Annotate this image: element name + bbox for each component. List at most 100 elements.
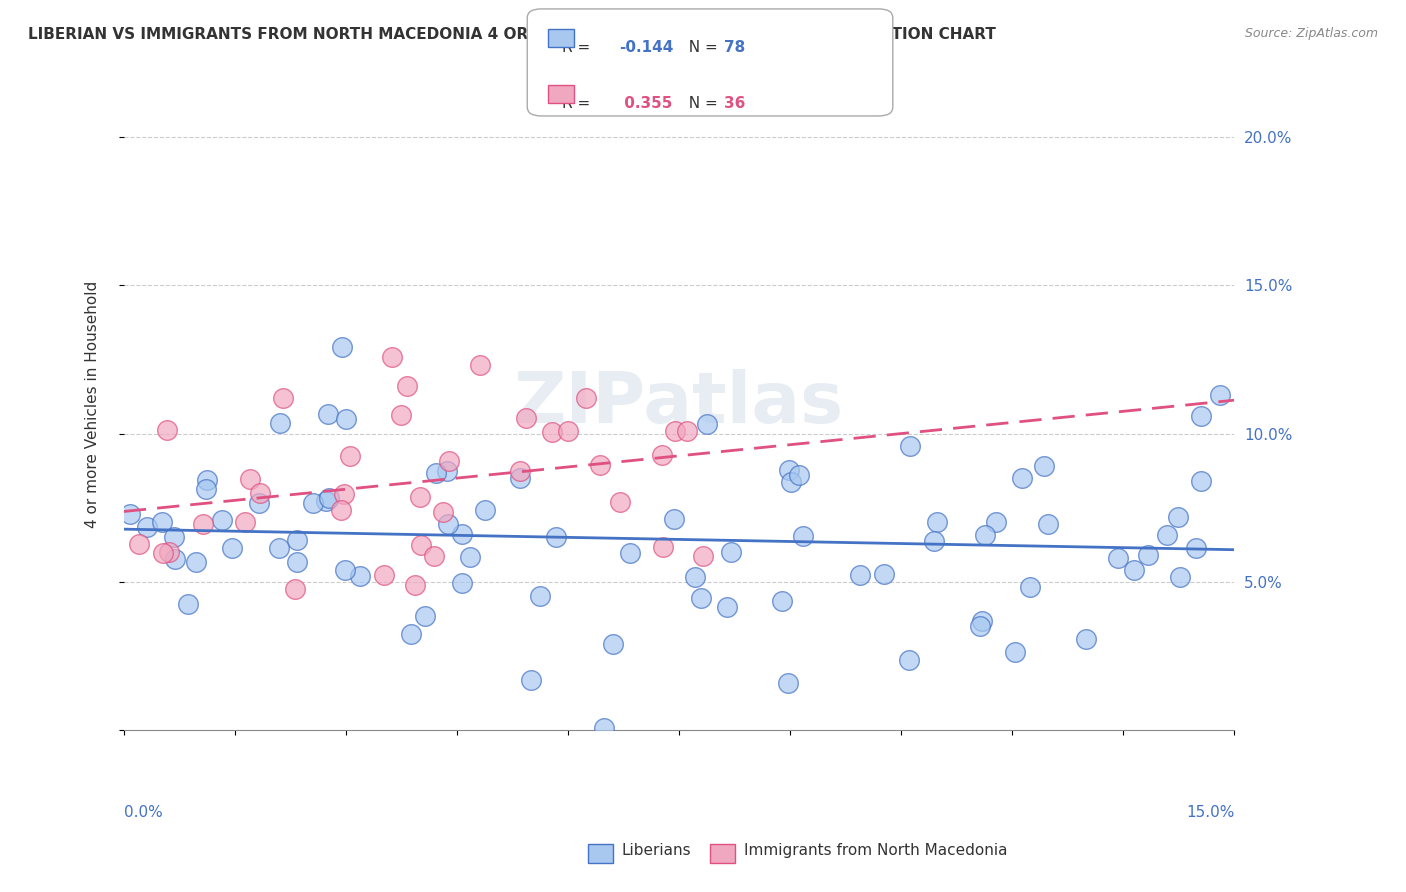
Point bbox=[195, 482, 218, 496]
Point bbox=[221, 541, 243, 556]
Point bbox=[302, 496, 325, 510]
Point bbox=[984, 516, 1007, 530]
Point bbox=[285, 555, 308, 569]
Point bbox=[285, 533, 308, 547]
Point bbox=[557, 425, 579, 439]
Point bbox=[177, 597, 200, 611]
Point bbox=[1033, 459, 1056, 474]
Point bbox=[409, 490, 432, 504]
Point bbox=[848, 568, 870, 582]
Point bbox=[186, 555, 208, 569]
Point bbox=[284, 582, 307, 597]
Point bbox=[1122, 563, 1144, 577]
Point bbox=[529, 589, 551, 603]
Point bbox=[1011, 471, 1033, 485]
Point bbox=[118, 507, 141, 521]
Point bbox=[1185, 541, 1208, 555]
Point bbox=[770, 594, 793, 608]
Point bbox=[413, 609, 436, 624]
Text: R =: R = bbox=[562, 96, 596, 112]
Point bbox=[662, 512, 685, 526]
Point bbox=[339, 449, 361, 463]
Point bbox=[1167, 509, 1189, 524]
Point bbox=[1136, 548, 1159, 562]
Text: R =: R = bbox=[562, 40, 596, 55]
Point bbox=[437, 517, 460, 532]
Point bbox=[329, 503, 352, 517]
Point bbox=[787, 468, 810, 483]
Point bbox=[515, 411, 537, 425]
Point bbox=[1156, 528, 1178, 542]
Point bbox=[683, 570, 706, 584]
Point bbox=[318, 491, 340, 505]
Point bbox=[474, 503, 496, 517]
Point bbox=[404, 578, 426, 592]
Point bbox=[544, 530, 567, 544]
Point bbox=[195, 474, 218, 488]
Point bbox=[716, 599, 738, 614]
Text: -0.144: -0.144 bbox=[619, 40, 673, 55]
Point bbox=[690, 591, 713, 606]
Point bbox=[970, 614, 993, 628]
Point bbox=[135, 520, 157, 534]
Text: N =: N = bbox=[679, 40, 723, 55]
Point bbox=[589, 458, 612, 473]
Point bbox=[315, 493, 337, 508]
Point bbox=[776, 675, 799, 690]
Point bbox=[165, 552, 187, 566]
Text: 15.0%: 15.0% bbox=[1187, 805, 1234, 820]
Point bbox=[651, 540, 673, 554]
Point bbox=[664, 424, 686, 438]
Point bbox=[450, 527, 472, 541]
Point bbox=[792, 529, 814, 543]
Point bbox=[211, 513, 233, 527]
Point bbox=[155, 423, 177, 437]
Point bbox=[592, 722, 614, 736]
Point bbox=[1189, 475, 1212, 489]
Point bbox=[973, 528, 995, 542]
Point bbox=[458, 550, 481, 565]
Point bbox=[316, 408, 339, 422]
Point bbox=[780, 475, 803, 490]
Point bbox=[249, 496, 271, 510]
Point bbox=[401, 627, 423, 641]
Point bbox=[1209, 388, 1232, 402]
Point bbox=[451, 576, 474, 591]
Text: 36: 36 bbox=[724, 96, 745, 112]
Point bbox=[1018, 580, 1040, 594]
Text: 0.0%: 0.0% bbox=[124, 805, 163, 820]
Point bbox=[468, 358, 491, 372]
Point bbox=[409, 538, 432, 552]
Point bbox=[437, 454, 460, 468]
Text: Liberians: Liberians bbox=[621, 844, 692, 858]
Point bbox=[1107, 550, 1129, 565]
Point bbox=[520, 673, 543, 687]
Point bbox=[335, 412, 357, 426]
Point bbox=[969, 619, 991, 633]
Text: ZIPatlas: ZIPatlas bbox=[515, 369, 844, 439]
Point bbox=[373, 567, 395, 582]
Point bbox=[150, 515, 173, 529]
Point bbox=[191, 516, 214, 531]
Point bbox=[1189, 409, 1212, 424]
Point bbox=[269, 416, 291, 430]
Point bbox=[267, 541, 290, 555]
Point bbox=[233, 515, 256, 529]
Point bbox=[541, 425, 564, 439]
Point bbox=[349, 568, 371, 582]
Point bbox=[873, 566, 896, 581]
Point bbox=[128, 537, 150, 551]
Point bbox=[922, 534, 945, 549]
Point bbox=[509, 464, 531, 478]
Point bbox=[720, 545, 742, 559]
Point bbox=[381, 351, 404, 365]
Point bbox=[432, 505, 454, 519]
Point bbox=[389, 408, 412, 422]
Text: LIBERIAN VS IMMIGRANTS FROM NORTH MACEDONIA 4 OR MORE VEHICLES IN HOUSEHOLD CORR: LIBERIAN VS IMMIGRANTS FROM NORTH MACEDO… bbox=[28, 27, 995, 42]
Point bbox=[509, 471, 531, 485]
Text: Immigrants from North Macedonia: Immigrants from North Macedonia bbox=[744, 844, 1007, 858]
Point bbox=[436, 464, 458, 478]
Point bbox=[602, 637, 624, 651]
Text: 78: 78 bbox=[724, 40, 745, 55]
Point bbox=[696, 417, 718, 432]
